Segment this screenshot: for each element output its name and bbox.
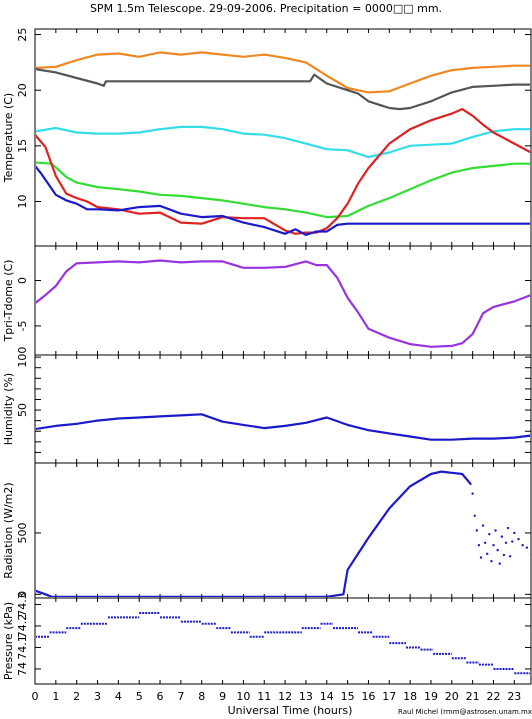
x-tick-label: 1 xyxy=(52,690,59,703)
data-point xyxy=(502,553,506,557)
series-group xyxy=(36,470,530,597)
panel-frame xyxy=(34,597,532,685)
series-line xyxy=(36,413,530,441)
y-tick-label: 0 xyxy=(16,277,29,284)
series-group xyxy=(36,259,530,348)
data-point xyxy=(513,531,516,535)
data-point xyxy=(475,529,479,532)
data-point xyxy=(494,529,497,532)
y-tick-label: 100 xyxy=(16,347,29,368)
y-tick-label: 20 xyxy=(16,83,29,97)
y-tick-label: 500 xyxy=(16,522,29,543)
x-tick-label: 14 xyxy=(320,690,334,703)
y-tick-label: 74.2 xyxy=(16,614,29,639)
x-tick-label: 15 xyxy=(341,690,355,703)
data-point xyxy=(517,537,520,541)
data-point xyxy=(490,559,493,563)
series-line xyxy=(36,68,530,111)
x-tick-label: 3 xyxy=(94,690,101,703)
series-group xyxy=(36,51,530,236)
x-tick-label: 18 xyxy=(403,690,417,703)
y-tick-label: 74.3 xyxy=(16,592,29,617)
series-line xyxy=(36,51,530,94)
series-line xyxy=(36,125,530,159)
y-axis-label: Pressure (kPa) xyxy=(2,602,15,680)
x-tick-label: 9 xyxy=(219,690,226,703)
x-tick-label: 23 xyxy=(507,690,521,703)
data-point xyxy=(511,540,514,543)
series-line xyxy=(36,165,530,236)
data-point xyxy=(508,555,512,558)
data-point xyxy=(483,541,487,544)
x-tick-label: 11 xyxy=(257,690,271,703)
y-tick-label: 74.1 xyxy=(16,635,29,660)
y-tick-label: 50 xyxy=(16,403,29,417)
x-tick-label: 6 xyxy=(157,690,164,703)
data-point xyxy=(504,541,508,544)
y-tick-label: 25 xyxy=(16,28,29,42)
author-credit: Raul Michel (rmm@astrosen.unam.mx) xyxy=(398,708,532,716)
x-tick-label: 21 xyxy=(466,690,480,703)
data-point xyxy=(479,556,483,559)
x-axis: 0 1 2 3 4 5 6 7 8 9 10 11 12 13 14 15 16 17 18 19 20 21 22 23 xyxy=(32,690,522,703)
y-axis-label: Temperature (C) xyxy=(2,93,15,183)
y-axis-label: Tpri-Tdome (C) xyxy=(2,260,15,343)
x-tick-label: 16 xyxy=(361,690,375,703)
data-point xyxy=(496,548,499,552)
y-tick-label: 15 xyxy=(16,139,29,153)
x-tick-label: 4 xyxy=(115,690,122,703)
x-tick-label: 22 xyxy=(486,690,500,703)
x-tick-label: 5 xyxy=(136,690,143,703)
data-point xyxy=(492,544,495,547)
y-tick-label: 74 xyxy=(16,662,29,676)
series-line xyxy=(36,161,530,219)
y-axis-label: Humidity (%) xyxy=(2,373,15,445)
x-tick-label: 12 xyxy=(278,690,292,703)
series-group xyxy=(36,413,530,441)
series-group xyxy=(36,612,530,675)
panel-temperature: 10 15 20 25 Temperature (C) xyxy=(2,28,532,247)
x-tick-label: 0 xyxy=(32,690,39,703)
x-tick-label: 13 xyxy=(299,690,313,703)
x-tick-label: 20 xyxy=(445,690,459,703)
series-line xyxy=(36,470,472,597)
x-tick-label: 19 xyxy=(424,690,438,703)
data-point xyxy=(477,544,481,547)
data-point xyxy=(525,546,529,549)
series-line xyxy=(36,259,530,348)
y-axis-label: Radiation (W/m2) xyxy=(2,482,15,578)
x-tick-label: 8 xyxy=(198,690,205,703)
data-point xyxy=(481,524,485,527)
panel-frame xyxy=(34,462,532,599)
x-tick-label: 7 xyxy=(177,690,184,703)
y-tick-label: 0 xyxy=(16,591,29,598)
data-point xyxy=(521,544,524,547)
data-point xyxy=(471,492,474,495)
x-axis-label: Universal Time (hours) xyxy=(228,704,353,717)
data-point xyxy=(500,535,504,538)
panel-frame xyxy=(34,354,532,464)
data-point xyxy=(486,552,489,556)
y-tick-label: 10 xyxy=(16,194,29,208)
data-point xyxy=(506,526,510,530)
x-tick-label: 2 xyxy=(73,690,80,703)
x-tick-label: 17 xyxy=(382,690,396,703)
data-point xyxy=(488,532,491,536)
y-tick-label: -5 xyxy=(16,320,29,331)
data-point xyxy=(473,514,476,517)
x-tick-label: 10 xyxy=(236,690,250,703)
chart-title: SPM 1.5m Telescope. 29-09-2006. Precipit… xyxy=(90,2,442,15)
data-point xyxy=(529,553,530,555)
data-point xyxy=(498,562,501,565)
